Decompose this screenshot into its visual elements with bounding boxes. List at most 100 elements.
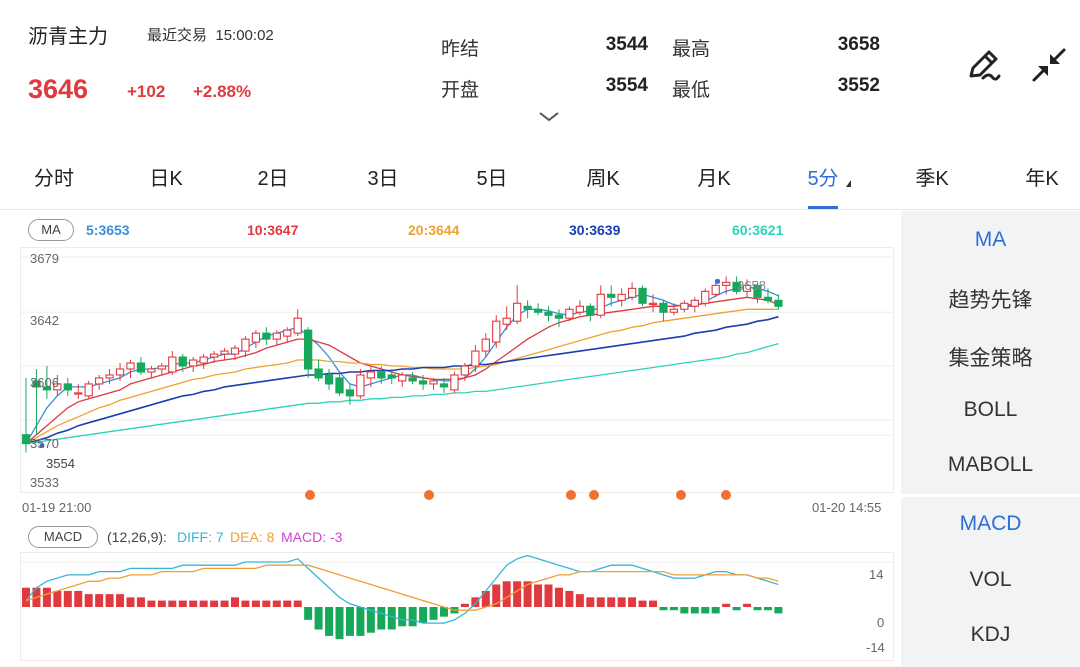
macd-bar <box>231 597 239 607</box>
candle <box>84 380 93 399</box>
macd-bar <box>460 603 469 607</box>
candle <box>314 360 323 381</box>
indicator-macd[interactable]: MACD <box>959 512 1022 535</box>
macd-chart[interactable] <box>20 552 900 662</box>
candle-body <box>648 302 658 306</box>
macd-dea-line <box>25 564 779 611</box>
chart-frame <box>20 247 894 493</box>
candle-body <box>345 389 355 397</box>
candle <box>387 368 396 384</box>
candle-body <box>429 380 438 385</box>
draw-pen-icon[interactable] <box>965 46 1003 84</box>
tab-weekly[interactable]: 周K <box>586 168 620 190</box>
candle-body <box>721 281 731 286</box>
candle-body <box>262 332 271 340</box>
candle-body <box>209 353 219 358</box>
candle-body <box>596 293 605 316</box>
candlestick-chart[interactable] <box>20 247 900 507</box>
candle-body <box>136 362 146 373</box>
candle-body <box>565 308 574 319</box>
candle-body <box>638 287 647 304</box>
tab-intraday[interactable]: 分时 <box>34 168 74 190</box>
macd-bar <box>84 594 93 607</box>
collapse-fullscreen-icon[interactable] <box>1030 46 1068 84</box>
candle <box>398 371 407 387</box>
macd-bar <box>732 607 741 611</box>
high-point-marker <box>715 278 721 284</box>
candle <box>627 282 637 301</box>
prev-settle-value: 3544 <box>605 34 648 55</box>
candle <box>596 285 605 319</box>
macd-histogram <box>22 581 783 640</box>
time-axis-end: 01-20 14:55 <box>812 500 882 515</box>
indicator-ma[interactable]: MA <box>974 228 1007 251</box>
indicator-trend-pioneer[interactable]: 趋势先锋 <box>948 289 1033 312</box>
price-axis-mid2: 3606 <box>30 375 59 390</box>
candle <box>189 357 198 372</box>
candle-body <box>283 329 292 337</box>
period-dropdown-caret-icon[interactable] <box>846 180 851 187</box>
indicator-kdj[interactable]: KDJ <box>970 623 1011 646</box>
candle <box>157 363 166 375</box>
candle-body <box>607 293 616 298</box>
indicator-boll[interactable]: BOLL <box>963 398 1018 421</box>
indicator-fund-strategy[interactable]: 集金策略 <box>948 347 1033 370</box>
tab-daily[interactable]: 日K <box>149 168 183 190</box>
price-grid <box>20 247 894 493</box>
macd-bar <box>607 597 616 607</box>
macd-bar <box>440 607 448 617</box>
macd-bar <box>586 597 595 607</box>
macd-axis-top: 14 <box>869 567 884 582</box>
tab-quarterly[interactable]: 季K <box>915 168 949 190</box>
tab-3day[interactable]: 3日 <box>367 168 399 190</box>
candle-body <box>544 311 553 316</box>
ma10-value: 10:3647 <box>247 222 299 238</box>
candle <box>95 374 104 390</box>
candle <box>763 288 773 304</box>
expand-chevron-icon[interactable] <box>538 110 560 124</box>
tab-5day[interactable]: 5日 <box>476 168 508 190</box>
candle <box>512 285 522 325</box>
candle <box>136 357 146 375</box>
tab-2day[interactable]: 2日 <box>257 168 289 190</box>
candle-body <box>533 308 543 313</box>
candle-body <box>168 356 177 373</box>
macd-bar <box>105 594 114 607</box>
macd-bar <box>325 607 334 636</box>
tab-5min[interactable]: 5分 <box>807 168 839 190</box>
candle <box>481 333 490 358</box>
macd-bar <box>471 597 480 607</box>
macd-bar <box>481 590 490 607</box>
macd-bar <box>628 597 637 607</box>
candle <box>429 377 438 390</box>
candle-body <box>460 365 470 376</box>
macd-bar <box>398 607 407 627</box>
candle <box>690 297 699 313</box>
price-axis-top: 3679 <box>30 251 59 266</box>
candle <box>199 354 208 369</box>
candle-body <box>377 371 386 379</box>
candle <box>586 303 595 322</box>
candle <box>418 374 428 390</box>
candle-body <box>659 302 668 313</box>
ma-indicator-tag[interactable]: MA <box>28 219 74 241</box>
candle <box>366 366 375 387</box>
macd-bar <box>366 607 375 633</box>
candle-body <box>32 380 41 388</box>
tab-monthly[interactable]: 月K <box>697 168 731 190</box>
macd-bar <box>753 607 762 611</box>
macd-bar <box>502 581 511 607</box>
candle <box>105 368 114 384</box>
macd-bar <box>690 607 699 614</box>
candle-body <box>272 332 281 340</box>
candle <box>408 371 417 384</box>
candle-body <box>575 305 584 313</box>
candle <box>147 366 156 378</box>
indicator-maboll[interactable]: MABOLL <box>947 453 1034 476</box>
candle-body <box>241 338 250 352</box>
macd-indicator-tag[interactable]: MACD <box>28 526 98 548</box>
tab-yearly[interactable]: 年K <box>1025 168 1059 190</box>
candle-body <box>105 374 114 379</box>
indicator-vol[interactable]: VOL <box>969 568 1012 591</box>
recent-label: 最近交易 <box>147 27 208 44</box>
